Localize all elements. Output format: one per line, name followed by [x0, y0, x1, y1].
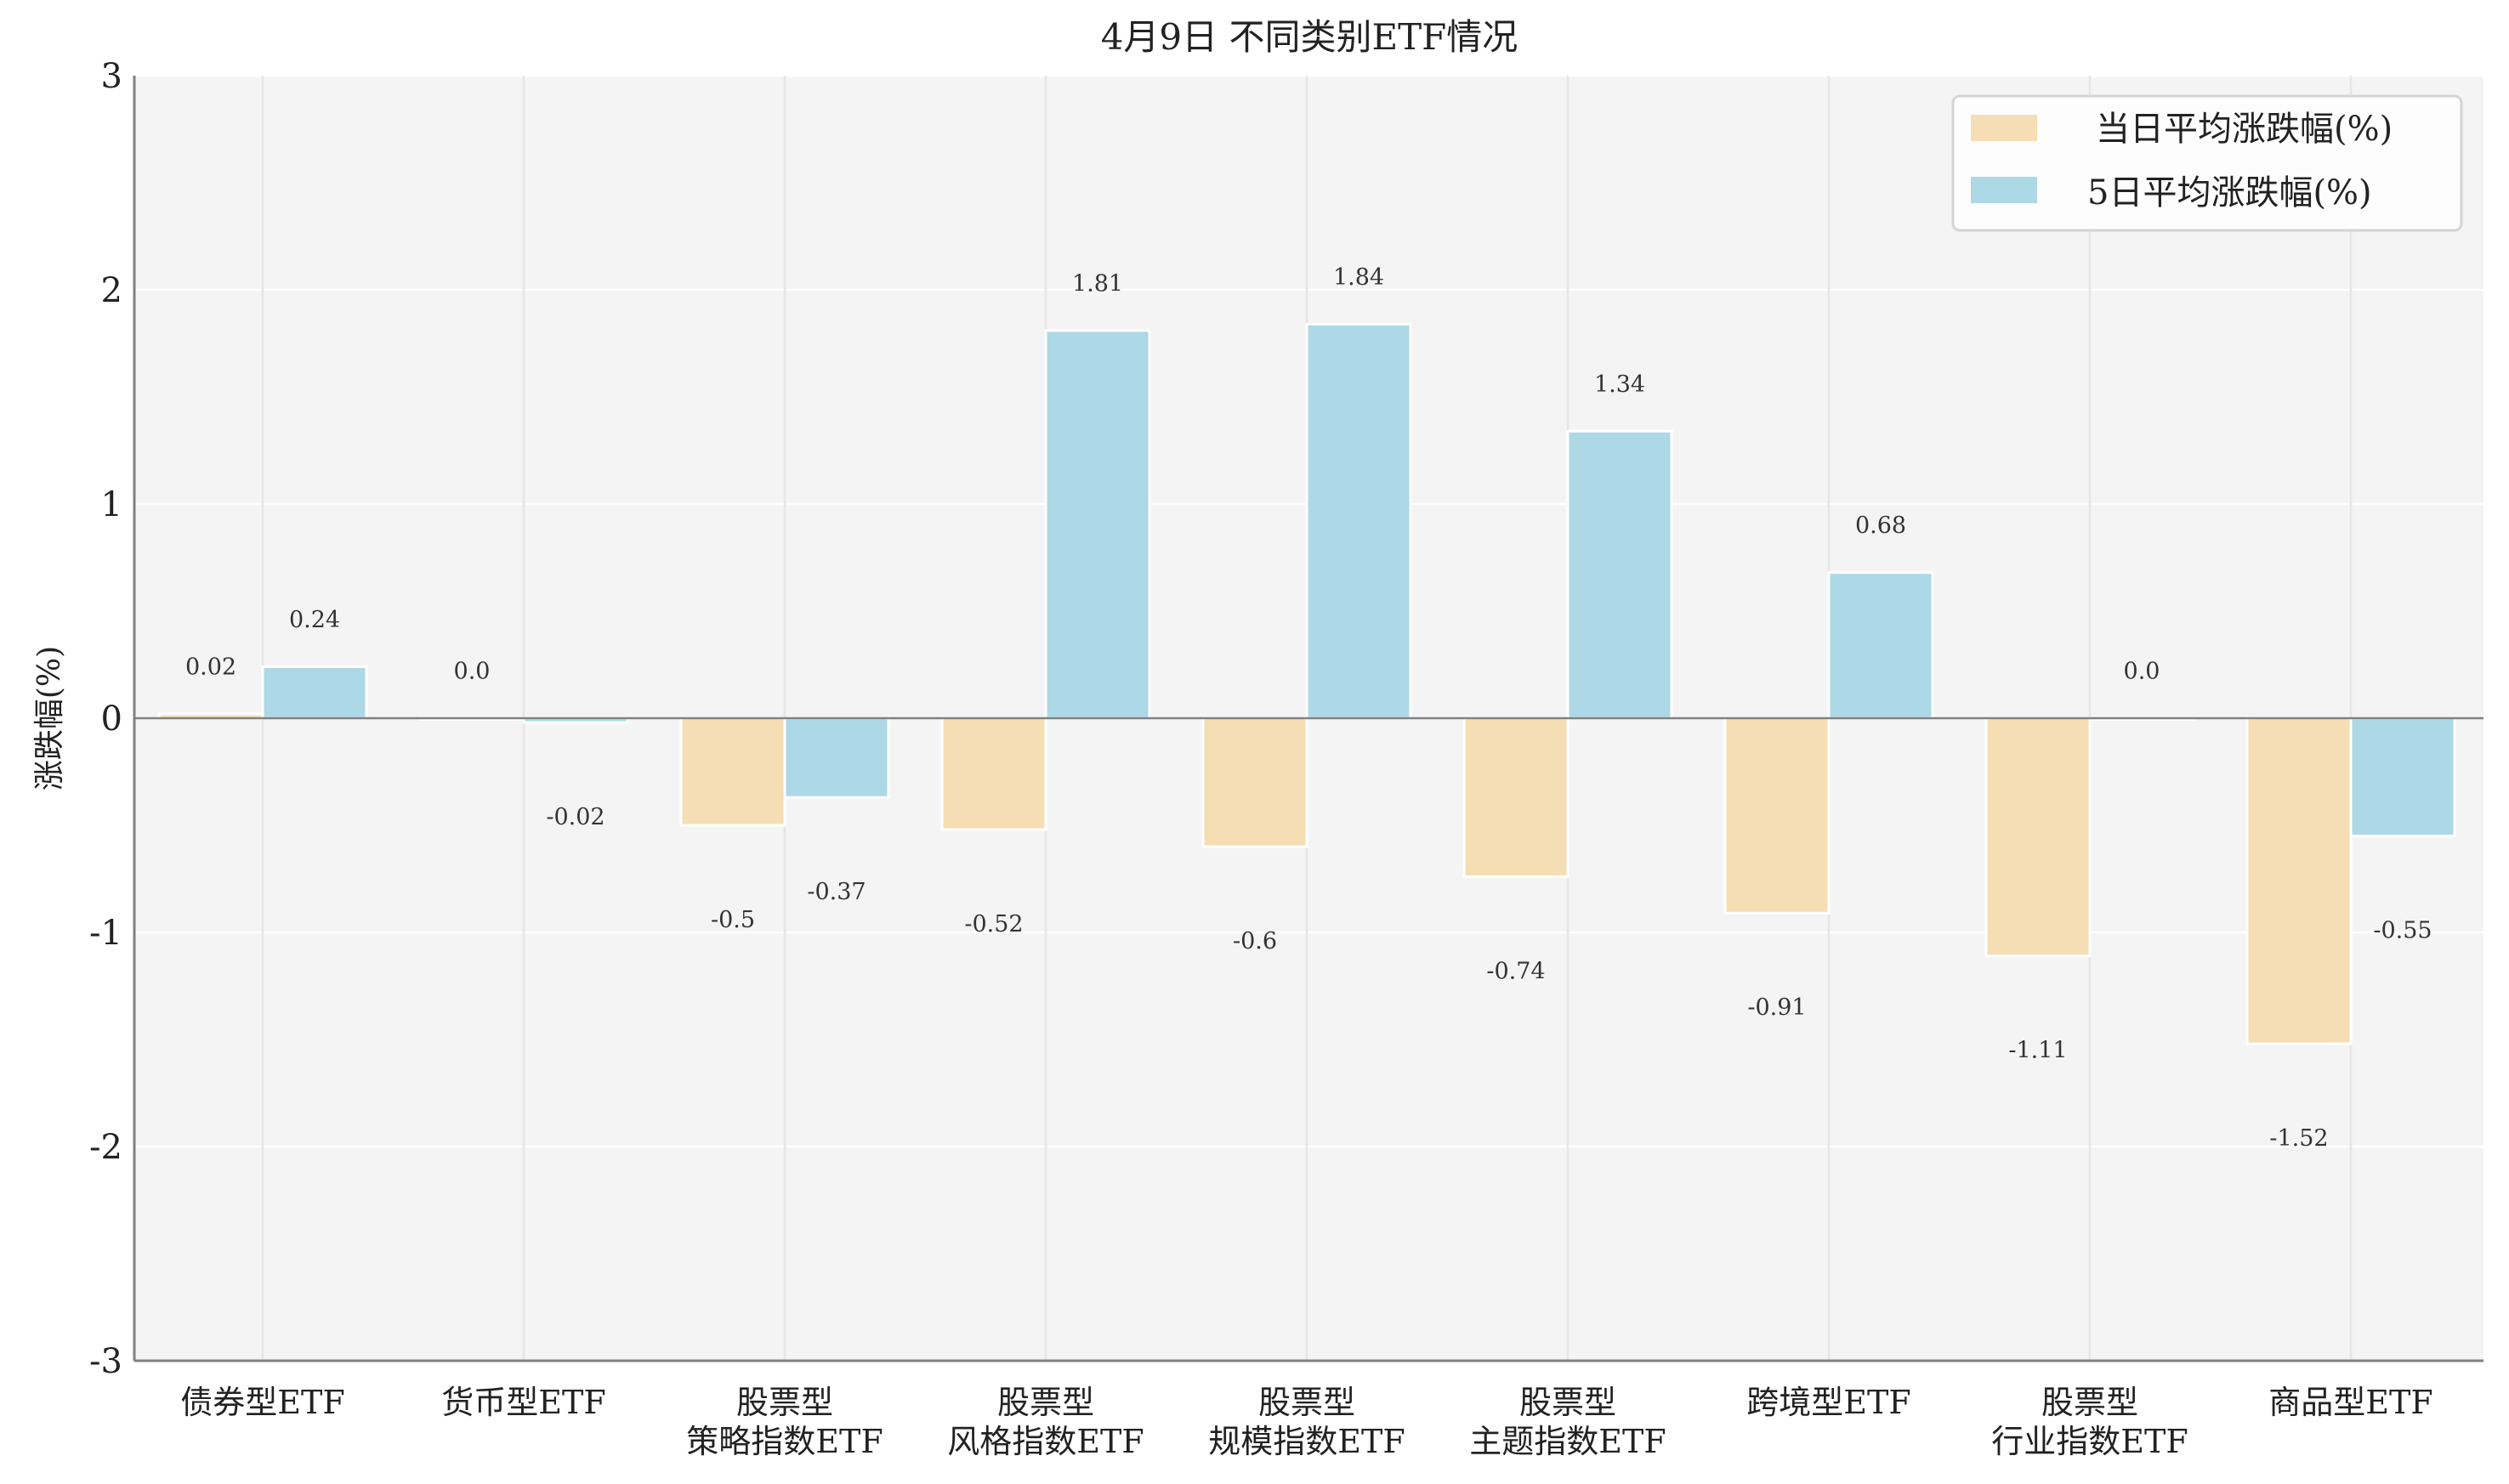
x-tick-label: 货币型ETF	[441, 1384, 605, 1421]
legend: 当日平均涨跌幅(%) 5日平均涨跌幅(%)	[1951, 94, 2463, 232]
data-label: -0.91	[1747, 994, 1806, 1021]
data-label: 0.0	[454, 659, 491, 685]
bar-daily	[679, 717, 786, 827]
bar-daily	[1723, 717, 1831, 915]
data-labels: 0.02 0.0 -0.5 -0.52 -0.6 -0.74 -0.91 -1.11 -1.52…	[185, 264, 2432, 1152]
bars	[157, 322, 2456, 1045]
x-tick-label: 主题指数ETF	[1469, 1423, 1666, 1460]
x-tick-label: 跨境型ETF	[1746, 1384, 1910, 1421]
x-tick-label: 商品型ETF	[2268, 1384, 2432, 1421]
legend-label-5day: 5日平均涨跌幅(%)	[2087, 173, 2372, 212]
y-tick-label: -2	[89, 1128, 122, 1167]
x-tick-label: 策略指数ETF	[686, 1423, 883, 1460]
x-tick-label: 股票型	[1258, 1384, 1355, 1421]
data-label: -0.55	[2373, 917, 2432, 943]
y-tick-label: 0	[101, 700, 122, 739]
x-tick-label: 债券型ETF	[180, 1384, 344, 1421]
legend-swatch-5day	[1971, 177, 2037, 203]
data-label: -1.11	[2008, 1038, 2067, 1064]
bar-daily	[1462, 717, 1570, 878]
data-label: 0.68	[1855, 513, 1906, 539]
x-tick-label: 股票型	[736, 1384, 833, 1421]
data-label: 0.02	[185, 654, 236, 681]
bar-5day	[1305, 322, 1412, 720]
x-tick-label: 行业指数ETF	[1991, 1423, 2188, 1460]
data-label: 1.84	[1333, 264, 1384, 291]
data-label: 0.0	[2124, 659, 2160, 685]
legend-label-daily: 当日平均涨跌幅(%)	[2096, 110, 2393, 149]
data-label: -0.02	[546, 804, 605, 830]
x-tick-label: 股票型	[997, 1384, 1094, 1421]
x-tick-label: 股票型	[1519, 1384, 1616, 1421]
bar-5day	[783, 717, 890, 799]
bar-daily	[2245, 717, 2353, 1045]
y-tick-label: -1	[89, 914, 122, 953]
data-label: -0.5	[711, 907, 755, 933]
bar-daily	[940, 717, 1047, 831]
bar-5day	[1044, 329, 1151, 720]
data-label: 1.34	[1594, 371, 1645, 398]
data-label: -0.74	[1486, 958, 1545, 984]
legend-swatch-daily	[1971, 115, 2037, 141]
y-ticks: 3 2 1 0 -1 -2 -3	[89, 57, 122, 1381]
bar-daily	[1201, 717, 1308, 848]
x-tick-label: 风格指数ETF	[947, 1423, 1144, 1460]
data-label: -1.52	[2269, 1125, 2328, 1152]
bar-5day	[261, 666, 368, 720]
y-tick-label: -3	[89, 1342, 122, 1381]
data-label: -0.37	[807, 879, 866, 905]
data-label: -0.6	[1233, 928, 1277, 954]
chart-title: 4月9日 不同类别ETF情况	[1101, 16, 1518, 58]
y-axis-label: 涨跌幅(%)	[32, 646, 67, 790]
x-tick-label: 规模指数ETF	[1208, 1423, 1405, 1460]
data-label: 0.24	[289, 607, 340, 633]
bar-5day	[2349, 717, 2456, 838]
legend-box	[1951, 94, 2463, 232]
bar-daily	[1984, 717, 2092, 958]
y-tick-label: 3	[101, 57, 122, 96]
y-tick-label: 1	[101, 485, 122, 524]
x-ticks: 债券型ETF 货币型ETF 股票型策略指数ETF股票型风格指数ETF股票型规模指数E…	[180, 1384, 2432, 1460]
data-label: -0.52	[964, 911, 1023, 937]
y-tick-label: 2	[101, 271, 122, 310]
bar-5day	[1566, 429, 1673, 720]
bar-5day	[1827, 571, 1934, 720]
data-label: 1.81	[1072, 270, 1123, 297]
x-tick-label: 股票型	[2041, 1384, 2138, 1421]
